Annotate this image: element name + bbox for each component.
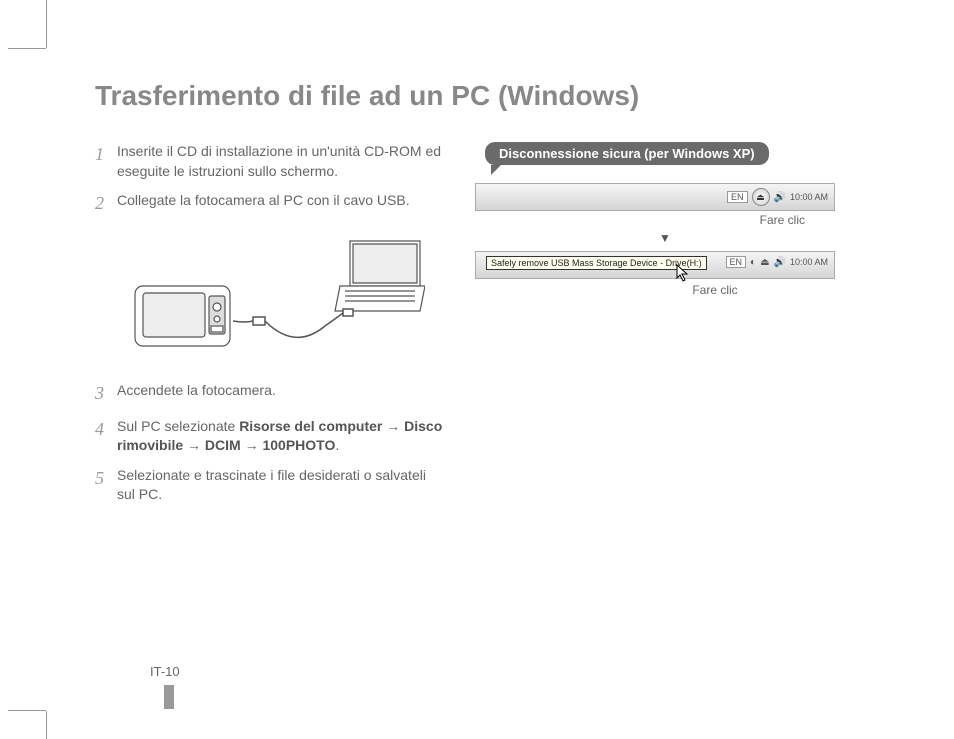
step-text: Collegate la fotocamera al PC con il cav… bbox=[117, 191, 445, 216]
volume-icon: 🔊 bbox=[774, 257, 786, 268]
arrow: → bbox=[241, 437, 263, 453]
page-accent-bar bbox=[164, 685, 174, 709]
crop-mark bbox=[46, 711, 47, 739]
language-badge: EN bbox=[727, 191, 748, 203]
step-2: 2 Collegate la fotocamera al PC con il c… bbox=[95, 191, 445, 216]
step-text: Sul PC selezionate Risorse del computer … bbox=[117, 417, 445, 456]
down-arrow-icon: ▼ bbox=[475, 231, 855, 245]
step-3: 3 Accendete la fotocamera. bbox=[95, 381, 445, 406]
step-text: Selezionate e trascinate i file desidera… bbox=[117, 466, 445, 505]
section-header: Disconnessione sicura (per Windows XP) bbox=[485, 142, 769, 165]
step-number: 1 bbox=[95, 142, 117, 181]
left-column: 1 Inserite il CD di installazione in un'… bbox=[95, 142, 445, 515]
bold-text: DCIM bbox=[205, 437, 241, 453]
step-number: 5 bbox=[95, 466, 117, 505]
tray-icon: ◐ bbox=[750, 257, 756, 268]
step-1: 1 Inserite il CD di installazione in un'… bbox=[95, 142, 445, 181]
page-title: Trasferimento di file ad un PC (Windows) bbox=[95, 80, 875, 112]
systray-bar-1: EN ⏏ 🔊 10:00 AM bbox=[475, 183, 835, 211]
clock: 10:00 AM bbox=[790, 257, 828, 267]
right-column: Disconnessione sicura (per Windows XP) E… bbox=[475, 142, 855, 515]
step-number: 3 bbox=[95, 381, 117, 406]
bold-text: 100PHOTO bbox=[262, 437, 335, 453]
camera-laptop-illustration bbox=[125, 231, 425, 361]
systray-icons: EN ◐ ⏏ 🔊 10:00 AM bbox=[726, 256, 829, 268]
safely-remove-icon[interactable]: ⏏ bbox=[752, 188, 770, 206]
arrow: → bbox=[382, 418, 404, 434]
systray-bar-2: Safely remove USB Mass Storage Device - … bbox=[475, 251, 835, 279]
bold-text: Risorse del computer bbox=[239, 418, 382, 434]
safely-remove-icon[interactable]: ⏏ bbox=[760, 257, 769, 268]
click-label-2: Fare clic bbox=[575, 283, 855, 297]
click-label-1: Fare clic bbox=[475, 213, 805, 227]
page-content: Trasferimento di file ad un PC (Windows)… bbox=[95, 80, 875, 515]
language-badge: EN bbox=[726, 256, 747, 268]
crop-mark bbox=[8, 710, 46, 711]
crop-mark bbox=[8, 48, 46, 60]
clock: 10:00 AM bbox=[790, 192, 828, 202]
step-text: Inserite il CD di installazione in un'un… bbox=[117, 142, 445, 181]
arrow: → bbox=[183, 437, 205, 453]
step-number: 2 bbox=[95, 191, 117, 216]
step-number: 4 bbox=[95, 417, 117, 456]
volume-icon: 🔊 bbox=[774, 192, 786, 203]
step-4: 4 Sul PC selezionate Risorse del compute… bbox=[95, 417, 445, 456]
text: . bbox=[335, 437, 339, 453]
text: Sul PC selezionate bbox=[117, 418, 239, 434]
two-column-layout: 1 Inserite il CD di installazione in un'… bbox=[95, 142, 875, 515]
systray-icons: EN ⏏ 🔊 10:00 AM bbox=[727, 188, 828, 206]
step-5: 5 Selezionate e trascinate i file deside… bbox=[95, 466, 445, 505]
cursor-icon bbox=[676, 264, 690, 285]
page-number: IT-10 bbox=[150, 664, 180, 679]
step-text: Accendete la fotocamera. bbox=[117, 381, 445, 406]
crop-mark bbox=[46, 0, 47, 48]
safely-remove-tooltip[interactable]: Safely remove USB Mass Storage Device - … bbox=[486, 256, 707, 270]
